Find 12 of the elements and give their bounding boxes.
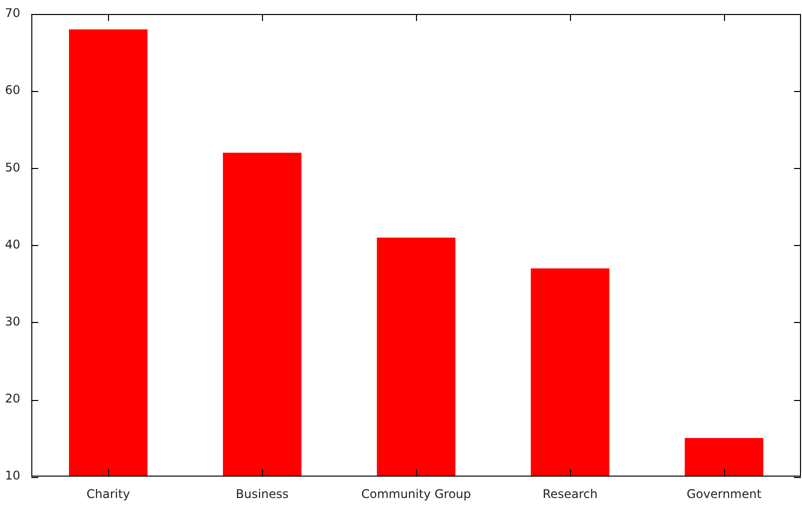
y-tick-label: 20: [4, 392, 20, 406]
x-tick-label: Research: [542, 486, 598, 501]
x-tick-label: Business: [236, 486, 289, 501]
y-tick-label: 60: [4, 83, 20, 98]
y-tick-label: 50: [4, 160, 20, 174]
y-tick-label: 40: [4, 237, 20, 252]
x-tick-label: Government: [686, 486, 762, 501]
y-tick-label: 30: [4, 314, 20, 329]
y-tick-label: 70: [4, 6, 20, 20]
x-tick-label: Community Group: [361, 486, 472, 501]
y-tick-label: 10: [4, 468, 20, 483]
x-tick-label: Charity: [86, 486, 130, 501]
